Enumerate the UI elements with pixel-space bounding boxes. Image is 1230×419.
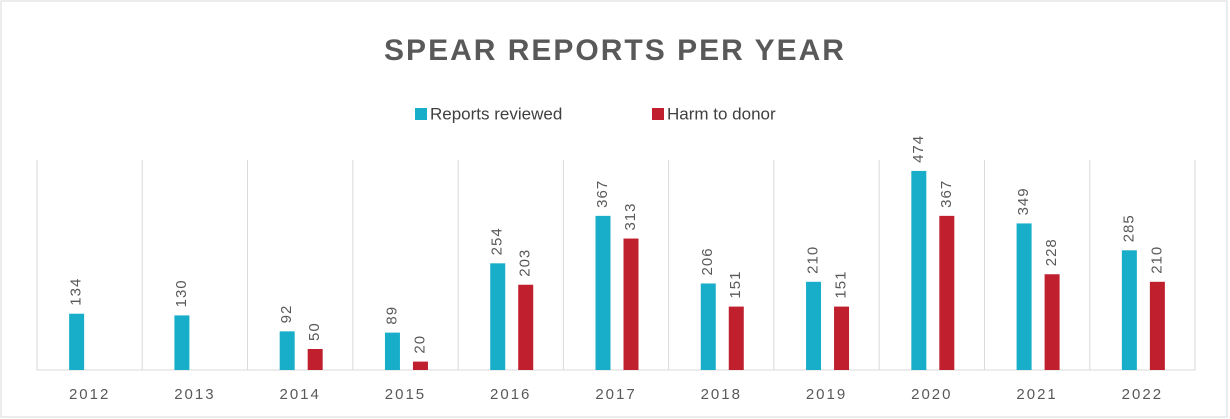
bar <box>307 349 323 370</box>
bar <box>834 306 850 370</box>
bar <box>490 263 506 370</box>
data-label: 92 <box>278 305 295 324</box>
bar <box>911 170 927 370</box>
x-tick-label: 2017 <box>595 386 636 403</box>
x-tick-label: 2018 <box>701 386 742 403</box>
x-tick-label: 2020 <box>911 386 952 403</box>
data-label: 151 <box>833 271 850 299</box>
data-label: 254 <box>489 227 506 255</box>
data-label: 367 <box>938 180 955 208</box>
data-label: 89 <box>383 306 400 325</box>
x-tick-label: 2015 <box>385 386 426 403</box>
x-tick-label: 2021 <box>1016 386 1057 403</box>
data-label: 151 <box>727 271 744 299</box>
bar <box>1121 250 1137 370</box>
x-tick-label: 2022 <box>1122 386 1163 403</box>
data-label: 349 <box>1015 187 1032 215</box>
x-tick-label: 2013 <box>174 386 215 403</box>
x-tick-label: 2016 <box>490 386 531 403</box>
x-tick-label: 2014 <box>279 386 320 403</box>
bar <box>595 215 611 370</box>
bar <box>69 313 85 370</box>
data-label: 130 <box>173 279 190 307</box>
data-label: 228 <box>1043 238 1060 266</box>
bar <box>384 332 400 370</box>
bar <box>806 281 822 370</box>
bar <box>1044 274 1060 370</box>
data-label: 474 <box>910 135 927 163</box>
bar <box>1016 223 1032 370</box>
legend-label: Reports reviewed <box>430 104 562 123</box>
data-label: 134 <box>68 278 85 306</box>
x-tick-label: 2019 <box>806 386 847 403</box>
bar <box>174 315 190 370</box>
bar <box>412 361 428 370</box>
chart-title: SPEAR REPORTS PER YEAR <box>384 34 846 67</box>
data-label: 210 <box>1148 246 1165 274</box>
data-label: 206 <box>699 247 716 275</box>
bar <box>728 306 744 370</box>
legend-swatch <box>652 108 664 120</box>
bar <box>1149 281 1165 370</box>
data-label: 313 <box>622 203 639 231</box>
bar <box>939 215 955 370</box>
legend-label: Harm to donor <box>667 104 776 123</box>
data-label: 203 <box>517 249 534 277</box>
bar <box>279 331 295 370</box>
bar <box>700 283 716 370</box>
data-label: 210 <box>805 246 822 274</box>
data-label: 285 <box>1120 214 1137 242</box>
bar <box>623 238 639 370</box>
data-label: 20 <box>411 335 428 354</box>
bar <box>518 284 534 370</box>
x-tick-label: 2012 <box>69 386 110 403</box>
legend-swatch <box>415 108 427 120</box>
data-label: 367 <box>594 180 611 208</box>
data-label: 50 <box>306 322 323 341</box>
